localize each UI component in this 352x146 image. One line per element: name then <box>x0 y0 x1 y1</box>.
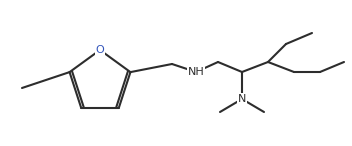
Text: N: N <box>238 94 246 104</box>
Text: NH: NH <box>188 67 205 77</box>
Text: O: O <box>96 45 105 55</box>
